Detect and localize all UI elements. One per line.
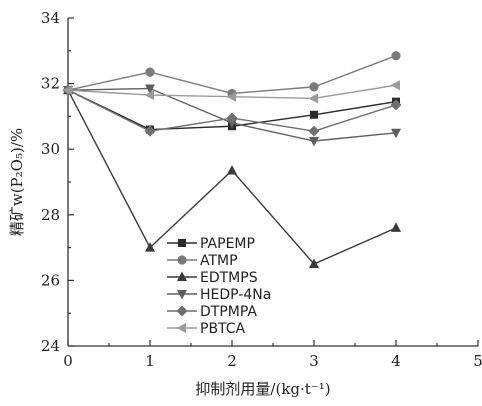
legend-marker xyxy=(176,323,186,333)
x-tick-label: 2 xyxy=(227,352,237,370)
data-point xyxy=(309,137,319,147)
x-tick-label: 5 xyxy=(473,352,482,370)
series-atmp xyxy=(63,51,401,99)
data-point xyxy=(226,112,238,124)
data-point xyxy=(391,51,401,61)
series-line xyxy=(67,55,397,95)
y-axis-ticks: 24 26 28 30 32 34 xyxy=(41,9,74,355)
data-point xyxy=(227,165,237,175)
legend-item: DTPMPA xyxy=(167,304,257,320)
legend-label: PAPEMP xyxy=(200,236,255,252)
data-point xyxy=(390,99,402,111)
data-point xyxy=(62,85,72,96)
data-point xyxy=(391,128,401,139)
legend-item: EDTMPS xyxy=(167,270,258,286)
y-tick-label: 30 xyxy=(41,140,60,158)
legend-marker xyxy=(176,305,188,317)
data-point xyxy=(390,80,400,91)
data-point xyxy=(309,258,319,268)
y-tick-label: 26 xyxy=(41,271,60,289)
legend-marker xyxy=(177,271,187,281)
data-point xyxy=(308,125,320,137)
legend-item: PBTCA xyxy=(167,321,246,337)
data-point xyxy=(310,110,318,119)
y-tick-label: 32 xyxy=(41,75,60,93)
data-point xyxy=(144,125,156,137)
y-tick-label: 28 xyxy=(41,206,60,224)
x-axis-ticks: 0 1 2 3 4 5 xyxy=(63,340,482,370)
legend-marker xyxy=(178,239,186,247)
data-point xyxy=(309,82,319,92)
legend-label: ATMP xyxy=(200,253,238,269)
legend-label: HEDP-4Na xyxy=(200,287,271,303)
data-point xyxy=(145,84,155,95)
data-point xyxy=(227,118,237,129)
x-tick-label: 4 xyxy=(391,352,401,370)
data-point xyxy=(226,91,236,102)
y-tick-label: 24 xyxy=(41,337,60,355)
x-axis-title: 抑制剂用量/(kg·t⁻¹) xyxy=(195,380,330,398)
legend-item: PAPEMP xyxy=(167,236,255,252)
data-point xyxy=(308,93,318,104)
legend-label: EDTMPS xyxy=(200,270,258,286)
y-tick-label: 34 xyxy=(41,9,60,27)
x-tick-label: 3 xyxy=(309,352,319,370)
data-point xyxy=(391,222,401,232)
legend-label: PBTCA xyxy=(200,321,246,337)
data-point xyxy=(145,242,155,252)
legend-marker xyxy=(177,255,187,265)
series-layer xyxy=(62,51,402,268)
x-tick-label: 0 xyxy=(63,352,73,370)
data-point xyxy=(144,90,154,101)
data-point xyxy=(145,67,155,77)
legend-label: DTPMPA xyxy=(200,304,257,320)
legend-item: HEDP-4Na xyxy=(167,287,271,303)
legend-marker xyxy=(177,290,187,300)
series-pbtca xyxy=(62,80,400,104)
axes xyxy=(67,18,478,347)
x-tick-label: 1 xyxy=(145,352,155,370)
legend-item: ATMP xyxy=(167,253,238,269)
y-axis-title: 精矿w(P₂O₅)/% xyxy=(8,128,26,236)
